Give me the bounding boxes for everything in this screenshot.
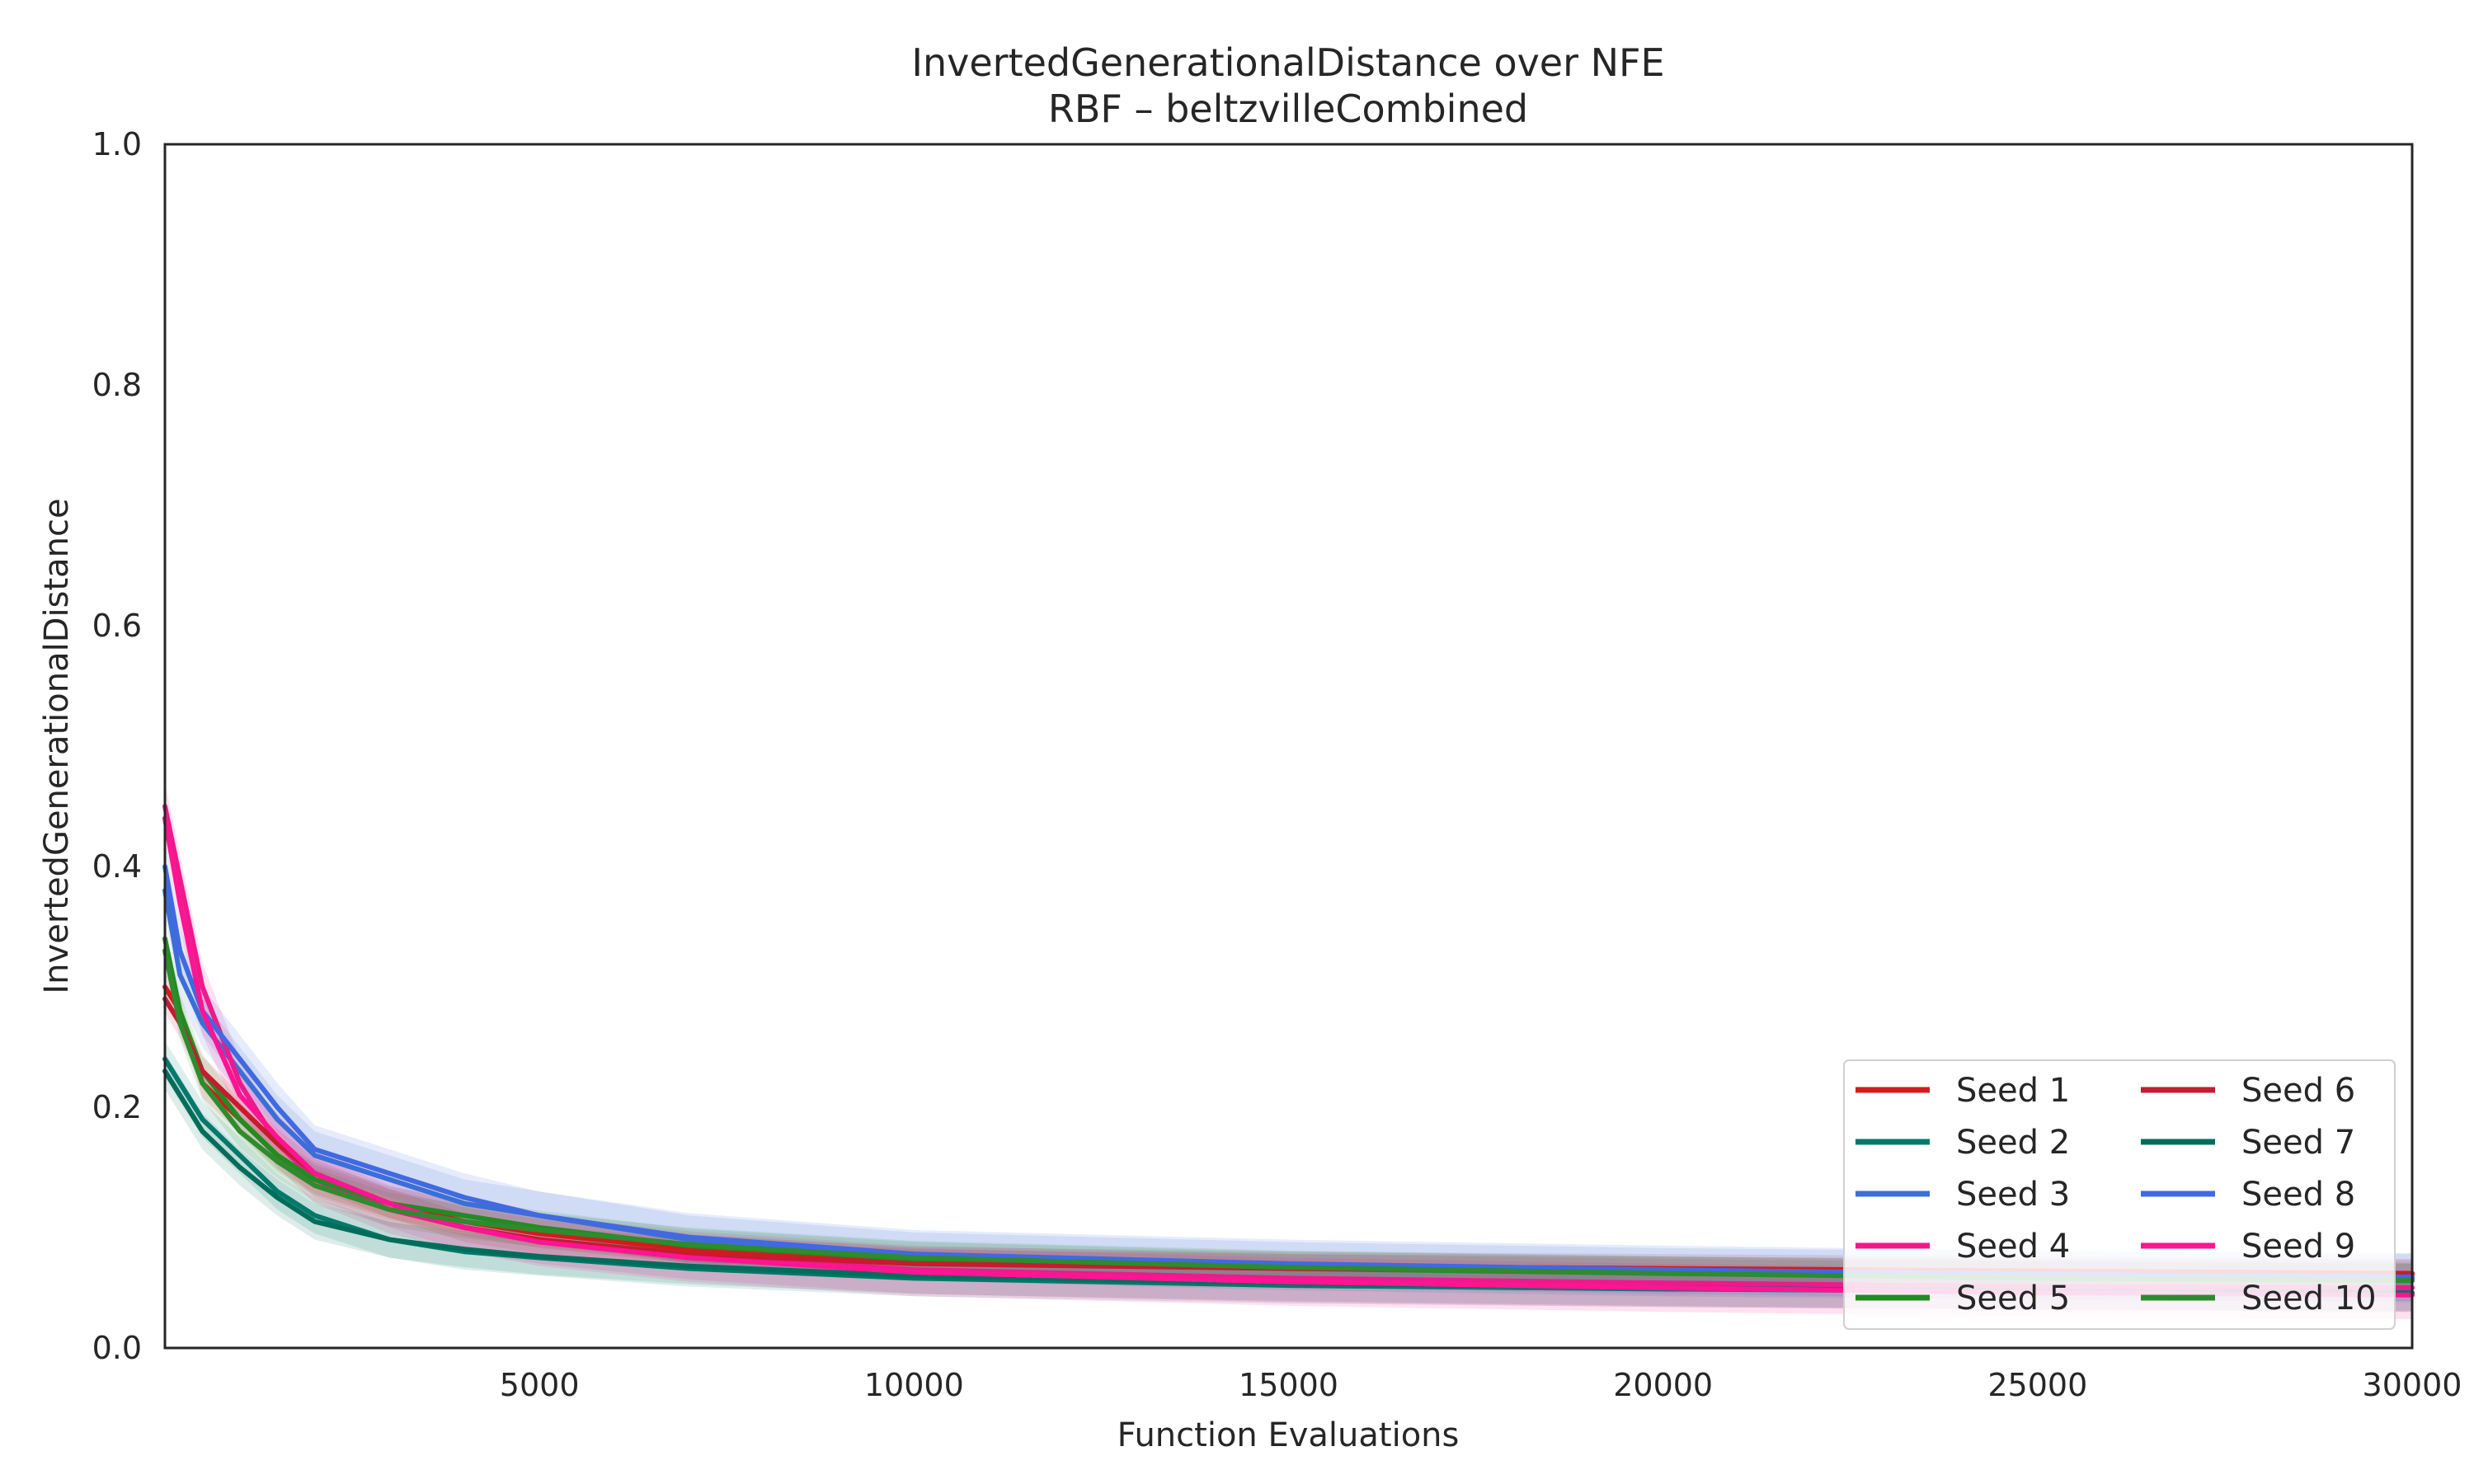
chart-title: InvertedGenerationalDistance over NFE — [911, 40, 1664, 85]
legend-label: Seed 1 — [1956, 1072, 2070, 1110]
legend-label: Seed 4 — [1956, 1228, 2070, 1266]
x-tick-label: 30000 — [2363, 1367, 2462, 1403]
y-tick-label: 0.8 — [92, 367, 142, 403]
series-line-9 — [162, 815, 2415, 1298]
x-tick-label: 25000 — [1987, 1367, 2087, 1403]
legend: Seed 1 Seed 2 Seed 3 Seed 4 Seed 5 Seed 6 Seed… — [1843, 1059, 2396, 1330]
legend-label: Seed 10 — [2241, 1280, 2377, 1317]
legend-label: Seed 3 — [1956, 1176, 2070, 1214]
legend-box — [1843, 1059, 2396, 1330]
y-tick-label: 0.4 — [92, 848, 142, 885]
y-axis-ticks: 0.0 0.2 0.4 0.6 0.8 1.0 — [92, 126, 142, 1366]
x-tick-label: 20000 — [1613, 1367, 1713, 1403]
y-tick-label: 0.6 — [92, 608, 142, 644]
x-tick-label: 15000 — [1239, 1367, 1338, 1403]
series-lines — [162, 804, 2415, 1298]
legend-label: Seed 9 — [2241, 1228, 2355, 1266]
chart-subtitle: RBF – beltzvilleCombined — [1048, 87, 1528, 131]
legend-label: Seed 7 — [2241, 1124, 2355, 1162]
series-line-10 — [162, 948, 2415, 1284]
plot-frame — [163, 143, 2414, 1350]
legend-label: Seed 5 — [1956, 1280, 2070, 1317]
x-tick-label: 5000 — [500, 1367, 580, 1403]
x-axis-label: Function Evaluations — [1117, 1416, 1460, 1454]
y-tick-label: 0.0 — [92, 1330, 142, 1366]
y-tick-label: 1.0 — [92, 126, 142, 162]
series-line-8 — [162, 864, 2415, 1280]
x-axis-ticks: 5000 10000 15000 20000 25000 30000 — [500, 1367, 2462, 1403]
x-tick-label: 10000 — [864, 1367, 964, 1403]
legend-label: Seed 6 — [2241, 1072, 2355, 1110]
legend-label: Seed 8 — [2241, 1176, 2355, 1214]
legend-label: Seed 2 — [1956, 1124, 2070, 1162]
y-tick-label: 0.2 — [92, 1089, 142, 1125]
y-axis-label: InvertedGenerationalDistance — [38, 498, 76, 993]
